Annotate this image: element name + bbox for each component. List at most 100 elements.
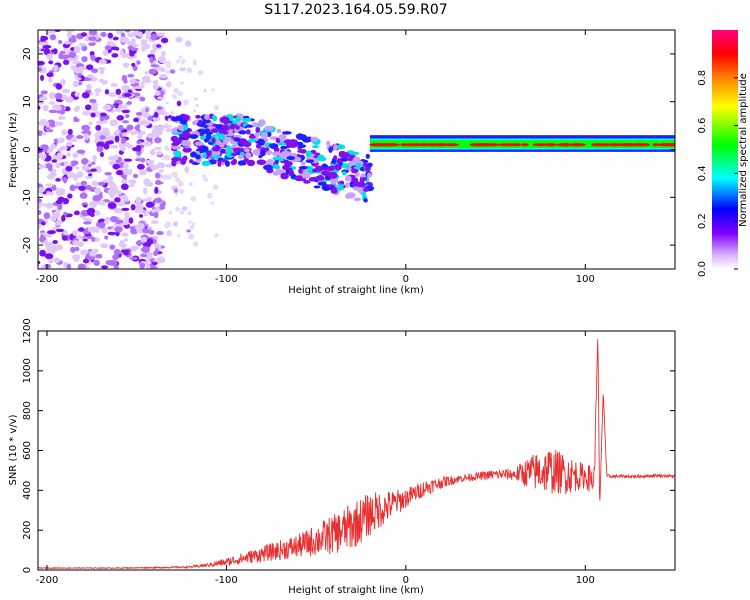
spectrogram-transition-blob bbox=[200, 145, 209, 153]
spectrogram-noise-blob bbox=[104, 216, 111, 222]
spectrogram-noise-blob bbox=[137, 120, 147, 126]
spectrogram-noise-blob bbox=[107, 180, 115, 187]
spectrogram-noise-blob bbox=[96, 146, 104, 153]
spectrogram-noise-blob bbox=[134, 208, 142, 214]
spectrogram-noise-blob bbox=[162, 174, 169, 180]
spectrogram-transition-blob bbox=[351, 183, 359, 187]
spectrogram-tone-peak bbox=[400, 143, 407, 147]
spectrogram-noise-blob bbox=[188, 220, 192, 224]
spectrogram-noise-blob bbox=[57, 138, 64, 144]
spectrogram-transition-blob bbox=[287, 139, 298, 145]
spectrogram-noise-blob bbox=[38, 42, 48, 46]
y-tick-label: 800 bbox=[22, 401, 33, 420]
spectrogram-noise-blob bbox=[83, 221, 92, 225]
spectrogram-noise-blob bbox=[92, 194, 102, 202]
spectrogram-transition-blob bbox=[254, 131, 260, 139]
spectrogram-noise-blob bbox=[183, 99, 190, 106]
spectrogram-noise-blob bbox=[95, 92, 100, 96]
spectrogram-noise-blob bbox=[122, 221, 129, 226]
spectrogram-noise-blob bbox=[51, 159, 58, 163]
spectrogram-transition-blob bbox=[305, 159, 315, 164]
spectrogram-noise-blob bbox=[118, 104, 124, 109]
spectrogram-noise-blob bbox=[176, 100, 182, 107]
spectrogram-noise-blob bbox=[102, 179, 108, 184]
spectrogram-noise-blob bbox=[82, 238, 88, 242]
spectrogram-transition-blob bbox=[333, 155, 338, 160]
spectrogram-noise-blob bbox=[119, 195, 128, 200]
spectrogram-noise-blob bbox=[45, 183, 54, 187]
spectrogram-noise-blob bbox=[66, 172, 76, 179]
spectrogram-transition-blob bbox=[248, 135, 256, 139]
spectrogram-transition-blob bbox=[257, 138, 266, 146]
spectrogram-noise-blob bbox=[103, 136, 111, 142]
spectrogram-noise-blob bbox=[121, 109, 130, 114]
spectrogram-transition-blob bbox=[219, 142, 225, 148]
spectrogram-transition-blob bbox=[271, 164, 280, 170]
spectrogram-transition-blob bbox=[297, 144, 306, 149]
spectrogram-noise-blob bbox=[94, 88, 102, 93]
spectrogram-noise-blob bbox=[172, 221, 179, 227]
spectrogram-transition-blob bbox=[342, 171, 347, 176]
spectrogram-noise-blob bbox=[71, 162, 76, 167]
spectrogram-noise-blob bbox=[210, 201, 215, 205]
spectrogram-noise-blob bbox=[94, 210, 101, 216]
spectrogram-transition-blob bbox=[194, 141, 204, 146]
spectrogram-noise-blob bbox=[145, 201, 155, 208]
spectrogram-noise-blob bbox=[187, 211, 192, 216]
spectrogram-noise-blob bbox=[145, 264, 151, 269]
spectrogram-noise-blob bbox=[48, 60, 54, 65]
spectrogram-noise-blob bbox=[65, 141, 73, 147]
spectrogram-noise-blob bbox=[99, 151, 105, 158]
spectrogram-transition-blob bbox=[190, 151, 197, 158]
spectrogram-noise-blob bbox=[110, 83, 118, 88]
spectrogram-noise-blob bbox=[138, 31, 143, 38]
spectrogram-noise-blob bbox=[109, 215, 118, 223]
spectrogram-transition-blob bbox=[341, 163, 351, 169]
spectrogram-noise-blob bbox=[80, 32, 88, 37]
spectrogram-noise-blob bbox=[153, 137, 162, 144]
spectrogram-noise-blob bbox=[150, 33, 158, 41]
spectrogram-noise-blob bbox=[166, 60, 172, 66]
spectrogram-noise-blob bbox=[68, 51, 77, 59]
spectrogram-transition-blob bbox=[347, 160, 355, 167]
spectrogram-noise-blob bbox=[66, 152, 71, 157]
spectrogram-noise-blob bbox=[48, 77, 53, 83]
spectrogram-noise-blob bbox=[59, 190, 66, 196]
spectrogram-transition-blob bbox=[215, 124, 224, 130]
spectrogram-transition-blob bbox=[232, 147, 243, 153]
spectrogram-noise-blob bbox=[77, 72, 83, 77]
spectrogram-noise-blob bbox=[48, 92, 57, 100]
colorbar-tick-label: 0.0 bbox=[697, 261, 708, 277]
spectrogram-noise-blob bbox=[38, 223, 42, 230]
colorbar-tick-label: 0.6 bbox=[697, 118, 708, 134]
colorbar-label: Normalized spectral amplitude bbox=[738, 73, 749, 227]
y-tick-label: 0 bbox=[22, 146, 33, 152]
spectrogram-noise-blob bbox=[202, 174, 207, 179]
spectrogram-noise-blob bbox=[88, 173, 93, 177]
spectrogram-transition-blob bbox=[300, 149, 307, 154]
spectrogram-transition-blob bbox=[245, 129, 251, 135]
spectrogram-noise-blob bbox=[190, 196, 197, 202]
spectrogram-noise-blob bbox=[124, 211, 130, 218]
spectrogram-noise-blob bbox=[177, 180, 184, 187]
spectrogram-noise-blob bbox=[153, 211, 159, 219]
spectrogram-noise-blob bbox=[160, 50, 166, 57]
spectrogram-noise-blob bbox=[132, 173, 139, 179]
spectrogram-noise-blob bbox=[115, 170, 124, 176]
spectrogram-noise-blob bbox=[175, 206, 180, 212]
spectrogram-noise-blob bbox=[165, 128, 173, 133]
spectrogram-transition-blob bbox=[172, 138, 183, 145]
spectrogram-noise-blob bbox=[156, 32, 166, 37]
spectrogram-noise-blob bbox=[141, 112, 150, 118]
spectrogram-transition-blob bbox=[353, 197, 362, 202]
spectrogram-noise-blob bbox=[38, 247, 41, 251]
spectrogram-noise-blob bbox=[154, 146, 162, 151]
spectrogram-noise-blob bbox=[81, 164, 90, 171]
spectrogram-transition-blob bbox=[325, 140, 331, 146]
spectrogram-noise-blob bbox=[100, 112, 107, 117]
colorbar-tick-label: 0.2 bbox=[697, 213, 708, 229]
spectrogram-noise-blob bbox=[122, 62, 130, 68]
spectrogram-noise-blob bbox=[99, 135, 106, 140]
spectrogram-transition-blob bbox=[360, 177, 367, 181]
spectrogram-transition-blob bbox=[362, 187, 370, 192]
